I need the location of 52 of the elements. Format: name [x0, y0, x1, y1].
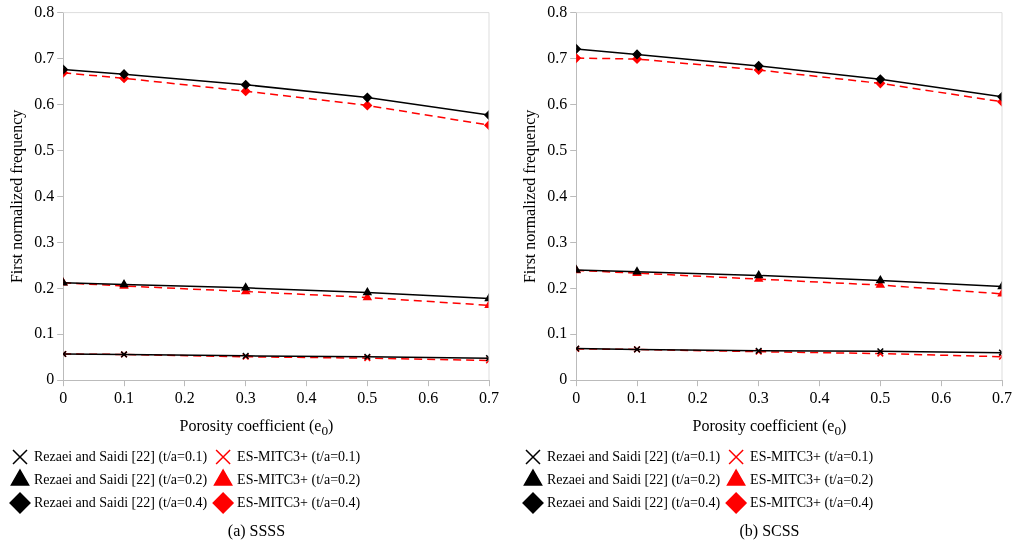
x-tick-label: 0 — [59, 389, 68, 406]
y-tick-label: 0.2 — [34, 278, 55, 296]
y-tick-label: 0.3 — [34, 232, 55, 250]
legend-label: ES-MITC3+ (t/a=0.1) — [750, 448, 874, 465]
y-tick-label: 0.7 — [34, 48, 55, 66]
legend-label: Rezaei and Saidi [22] (t/a=0.1) — [34, 448, 208, 465]
x-axis-title: Porosity coefficient (e$_{0}$) — [178, 417, 335, 440]
y-tick-label: 0 — [559, 370, 568, 388]
x-axis-title: Porosity coefficient (e$_{0}$) — [691, 417, 848, 440]
y-axis-title: First normalized frequency — [7, 109, 26, 284]
legend-label: ES-MITC3+ (t/a=0.4) — [750, 494, 874, 511]
x-tick-label: 0.4 — [296, 389, 317, 406]
x-tick-label: 0.6 — [931, 389, 952, 406]
x-tick-label: 0.3 — [235, 389, 256, 406]
legend-label: ES-MITC3+ (t/a=0.2) — [237, 471, 361, 488]
y-axis-title: First normalized frequency — [520, 109, 539, 284]
x-tick-label: 0.7 — [479, 389, 499, 406]
legend-label: Rezaei and Saidi [22] (t/a=0.1) — [547, 448, 721, 465]
legend-label: ES-MITC3+ (t/a=0.1) — [237, 448, 361, 465]
y-tick-label: 0.5 — [34, 140, 55, 158]
y-tick-label: 0.6 — [547, 94, 568, 112]
y-tick-label: 0.7 — [547, 48, 568, 66]
y-tick-label: 0.5 — [547, 140, 568, 158]
legend-label: Rezaei and Saidi [22] (t/a=0.4) — [547, 494, 721, 511]
y-tick-label: 0.2 — [547, 278, 568, 296]
x-tick-label: 0.3 — [748, 389, 769, 406]
x-tick-label: 0.7 — [992, 389, 1012, 406]
y-tick-label: 0.4 — [547, 186, 568, 204]
x-tick-label: 0.2 — [687, 389, 708, 406]
y-tick-label: 0.1 — [34, 324, 55, 342]
legend-label: ES-MITC3+ (t/a=0.2) — [750, 471, 874, 488]
y-tick-label: 0.6 — [34, 94, 55, 112]
y-tick-label: 0.8 — [547, 2, 568, 20]
y-tick-label: 0.1 — [547, 324, 568, 342]
x-tick-label: 0.4 — [809, 389, 830, 406]
legend-label: Rezaei and Saidi [22] (t/a=0.2) — [547, 471, 721, 488]
x-tick-label: 0.5 — [357, 389, 378, 406]
legend-label: Rezaei and Saidi [22] (t/a=0.2) — [34, 471, 208, 488]
y-tick-label: 0.3 — [547, 232, 568, 250]
y-tick-label: 0.4 — [34, 186, 55, 204]
text: (a) SSSS — [226, 522, 287, 540]
legend-label: Rezaei and Saidi [22] (t/a=0.4) — [34, 494, 208, 511]
y-tick-label: 0.8 — [34, 2, 55, 20]
x-tick-label: 0 — [572, 389, 581, 406]
x-tick-label: 0.2 — [174, 389, 195, 406]
x-tick-label: 0.5 — [870, 389, 891, 406]
x-tick-label: 0.1 — [627, 389, 648, 406]
legend-label: ES-MITC3+ (t/a=0.4) — [237, 494, 361, 511]
x-tick-label: 0.6 — [418, 389, 439, 406]
y-tick-label: 0 — [46, 370, 55, 388]
text: (b) SCSS — [738, 522, 801, 540]
x-tick-label: 0.1 — [114, 389, 135, 406]
